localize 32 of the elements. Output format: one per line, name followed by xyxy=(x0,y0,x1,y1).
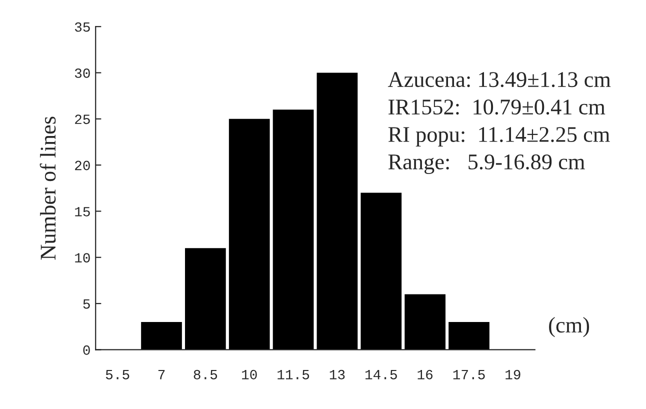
y-tick-label: 25 xyxy=(75,114,90,124)
y-axis-title: Number of lines xyxy=(40,116,56,260)
y-tick-label: 20 xyxy=(75,160,90,170)
bar xyxy=(448,322,490,350)
bar xyxy=(360,192,402,350)
x-tick-label: 16 xyxy=(418,370,432,380)
bar xyxy=(141,322,182,350)
annotation: IR1552: 10.79±0.41 cm xyxy=(388,100,606,115)
x-tick-label: 8.5 xyxy=(194,370,218,380)
x-tick-label: 5.5 xyxy=(106,370,130,380)
y-tick-label: 5 xyxy=(83,299,90,309)
y-tick-label: 10 xyxy=(75,253,90,263)
x-tick-label: 11.5 xyxy=(278,370,310,380)
annotation: Range: 5.9-16.89 cm xyxy=(388,154,585,174)
x-axis-title: (cm) xyxy=(549,317,590,338)
x-tick-label: 17.5 xyxy=(453,370,485,380)
y-tick-label: 35 xyxy=(74,22,90,32)
annotation: RI popu: 11.14±2.25 cm xyxy=(388,127,610,147)
x-tick-label: 14.5 xyxy=(365,370,397,380)
y-tick-label: 0 xyxy=(83,345,90,355)
x-tick-label: 19 xyxy=(506,370,520,380)
x-tick-label: 7 xyxy=(158,370,165,380)
bar xyxy=(272,110,314,350)
bar xyxy=(316,72,358,350)
annotation: Azucena: 13.49±1.13 cm xyxy=(388,72,611,88)
x-tick-label: 10 xyxy=(242,370,257,380)
y-tick-label: 15 xyxy=(75,207,90,216)
x-tick-label: 13 xyxy=(330,370,345,380)
bar xyxy=(404,294,446,350)
y-tick-label: 30 xyxy=(74,68,90,78)
bar xyxy=(228,118,270,350)
bar xyxy=(185,248,226,350)
